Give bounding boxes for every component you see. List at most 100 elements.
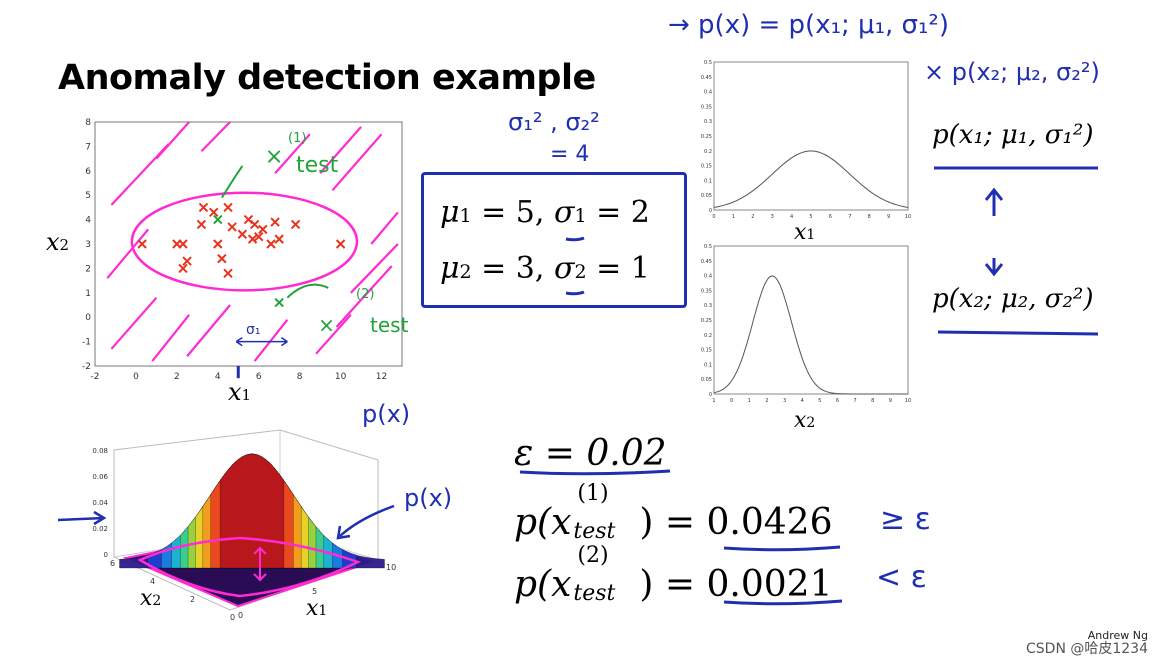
scatter-ytick: 3	[85, 240, 91, 250]
pdf-ytick: 0.25	[701, 318, 712, 324]
surface-pink-arrow	[253, 546, 267, 582]
pdf-xtick: 1	[732, 214, 735, 220]
handwritten-px-1: p(x)	[362, 400, 411, 428]
scatter-points	[137, 202, 346, 308]
pdf-ytick: 0.4	[704, 90, 712, 96]
pdf-ytick: 0.45	[701, 259, 712, 265]
hatch-stroke	[151, 314, 191, 362]
surface-xlabel: x1	[306, 596, 328, 621]
pdf-plot-1: 0.5 0.45 0.4 0.35 0.3 0.25 0.2 0.15 0.1 0.05 00 1 2 3…	[701, 60, 911, 220]
test2-superscript: (2)	[356, 287, 374, 302]
normal-point	[217, 253, 227, 264]
pdf-ytick: 0.05	[701, 377, 712, 383]
sigma-arrow	[235, 336, 288, 347]
pdf-xtick: 0	[730, 398, 733, 404]
surface-xtick: 10	[386, 563, 396, 572]
normal-point	[237, 229, 248, 239]
handwritten-sigma-eq: = 4	[550, 142, 590, 167]
hatch-stroke	[106, 228, 150, 279]
csdn-watermark: CSDN @哈皮1234	[1026, 641, 1148, 657]
pdf-ytick: 0.05	[701, 193, 712, 199]
surface-ztick: 0.02	[92, 525, 108, 533]
pdf-ytick: 0.3	[704, 119, 712, 125]
pdf-xtick: 5	[809, 214, 812, 220]
pdf-ytick: 0	[709, 208, 712, 214]
hatch-stroke	[319, 126, 362, 174]
scatter-ytick: 5	[85, 191, 91, 201]
normal-region-ellipse	[130, 191, 359, 292]
epsilon-line: ε = 0.02	[514, 433, 667, 474]
test-point	[213, 214, 223, 225]
pdf-xtick: 1	[712, 398, 715, 404]
handwritten-px-formula-2: × p(x₂; μ₂, σ₂²)	[924, 58, 1100, 86]
test1-pointer	[221, 165, 244, 199]
normal-point	[223, 202, 233, 213]
scatter-xtick: 6	[256, 372, 262, 382]
pdf-xtick: 6	[836, 398, 839, 404]
test2-annotation: test	[370, 313, 409, 337]
scatter-handwriting: ××	[106, 121, 399, 379]
pdf-ytick: 0.1	[704, 178, 712, 184]
scatter-ytick: 0	[85, 313, 91, 323]
pdf-xtick: 2	[751, 214, 754, 220]
pdf-ytick: 0.2	[704, 333, 712, 339]
scatter-xtick: 12	[376, 372, 387, 382]
normal-point	[178, 263, 188, 274]
pdf-xtick: 8	[868, 214, 871, 220]
pdf-frame	[713, 245, 909, 395]
pdf1-label: p(x₁; μ₁, σ₁²)	[932, 120, 1094, 150]
mu2-line: μ2 = 3, σ2 = 1	[440, 251, 650, 286]
slide-title: Anomaly detection example	[58, 58, 596, 98]
test1-x-mark: ×	[265, 144, 283, 169]
hatch-stroke	[274, 133, 311, 174]
sigma-underlines	[565, 236, 585, 296]
surface-ztick: 0.06	[92, 473, 108, 481]
author-credit: Andrew Ng	[1087, 629, 1148, 642]
pdf-ytick: 0.5	[704, 244, 712, 250]
surface-ztick: 0.08	[92, 447, 108, 455]
normal-point	[227, 222, 237, 232]
hatch-stroke	[110, 296, 158, 350]
hatch-stroke	[370, 211, 399, 245]
normal-point	[196, 219, 207, 230]
normal-point	[182, 256, 192, 266]
scatter-xlabel: x1	[228, 378, 252, 406]
surface-ylabel: x2	[140, 586, 162, 611]
hatch-stroke	[186, 304, 231, 357]
handwritten-sigma-note: σ₁² , σ₂²	[508, 108, 600, 136]
pdf2-label: p(x₂; μ₂, σ₂²)	[932, 284, 1094, 314]
test2-pointer	[286, 283, 329, 299]
hatch-stroke	[331, 133, 383, 192]
sigma1-annotation: σ₁	[246, 322, 261, 338]
handwritten-gt-eps: ≥ ε	[880, 502, 931, 537]
normal-point	[213, 239, 223, 249]
pdf-ytick: 0.2	[704, 149, 712, 155]
test-point	[274, 297, 284, 308]
p-test2-line: p(x (2) test) = 0.0021	[514, 543, 833, 606]
scatter-xtick: -2	[91, 372, 100, 382]
p-test1-line: p(x (1) test) = 0.0426	[514, 481, 833, 544]
surface-ytick: 4	[150, 577, 155, 586]
pdf2-xlabel: x2	[794, 408, 816, 433]
mu1-line: μ1 = 5, σ1 = 2	[440, 195, 650, 230]
normal-point	[274, 234, 284, 244]
hatch-stroke	[335, 265, 393, 328]
surface-ytick: 0	[230, 613, 235, 622]
pdf-ytick: 0.35	[701, 288, 712, 294]
normal-point	[178, 239, 188, 249]
pdf-xtick: 4	[790, 214, 793, 220]
test1-superscript: (1)	[288, 131, 306, 146]
parameters-box: μ1 = 5, σ1 = 2 μ2 = 3, σ2 = 1	[421, 172, 687, 308]
pdf-xtick: 4	[801, 398, 804, 404]
normal-point	[290, 219, 301, 230]
hatch-stroke	[200, 121, 231, 153]
hatch-stroke	[350, 243, 399, 294]
scatter-ytick: 1	[85, 289, 91, 299]
hatch-stroke	[253, 318, 289, 362]
surface-ztick: 0	[104, 551, 108, 559]
pdf-xtick: 6	[829, 214, 832, 220]
normal-point	[254, 231, 264, 242]
